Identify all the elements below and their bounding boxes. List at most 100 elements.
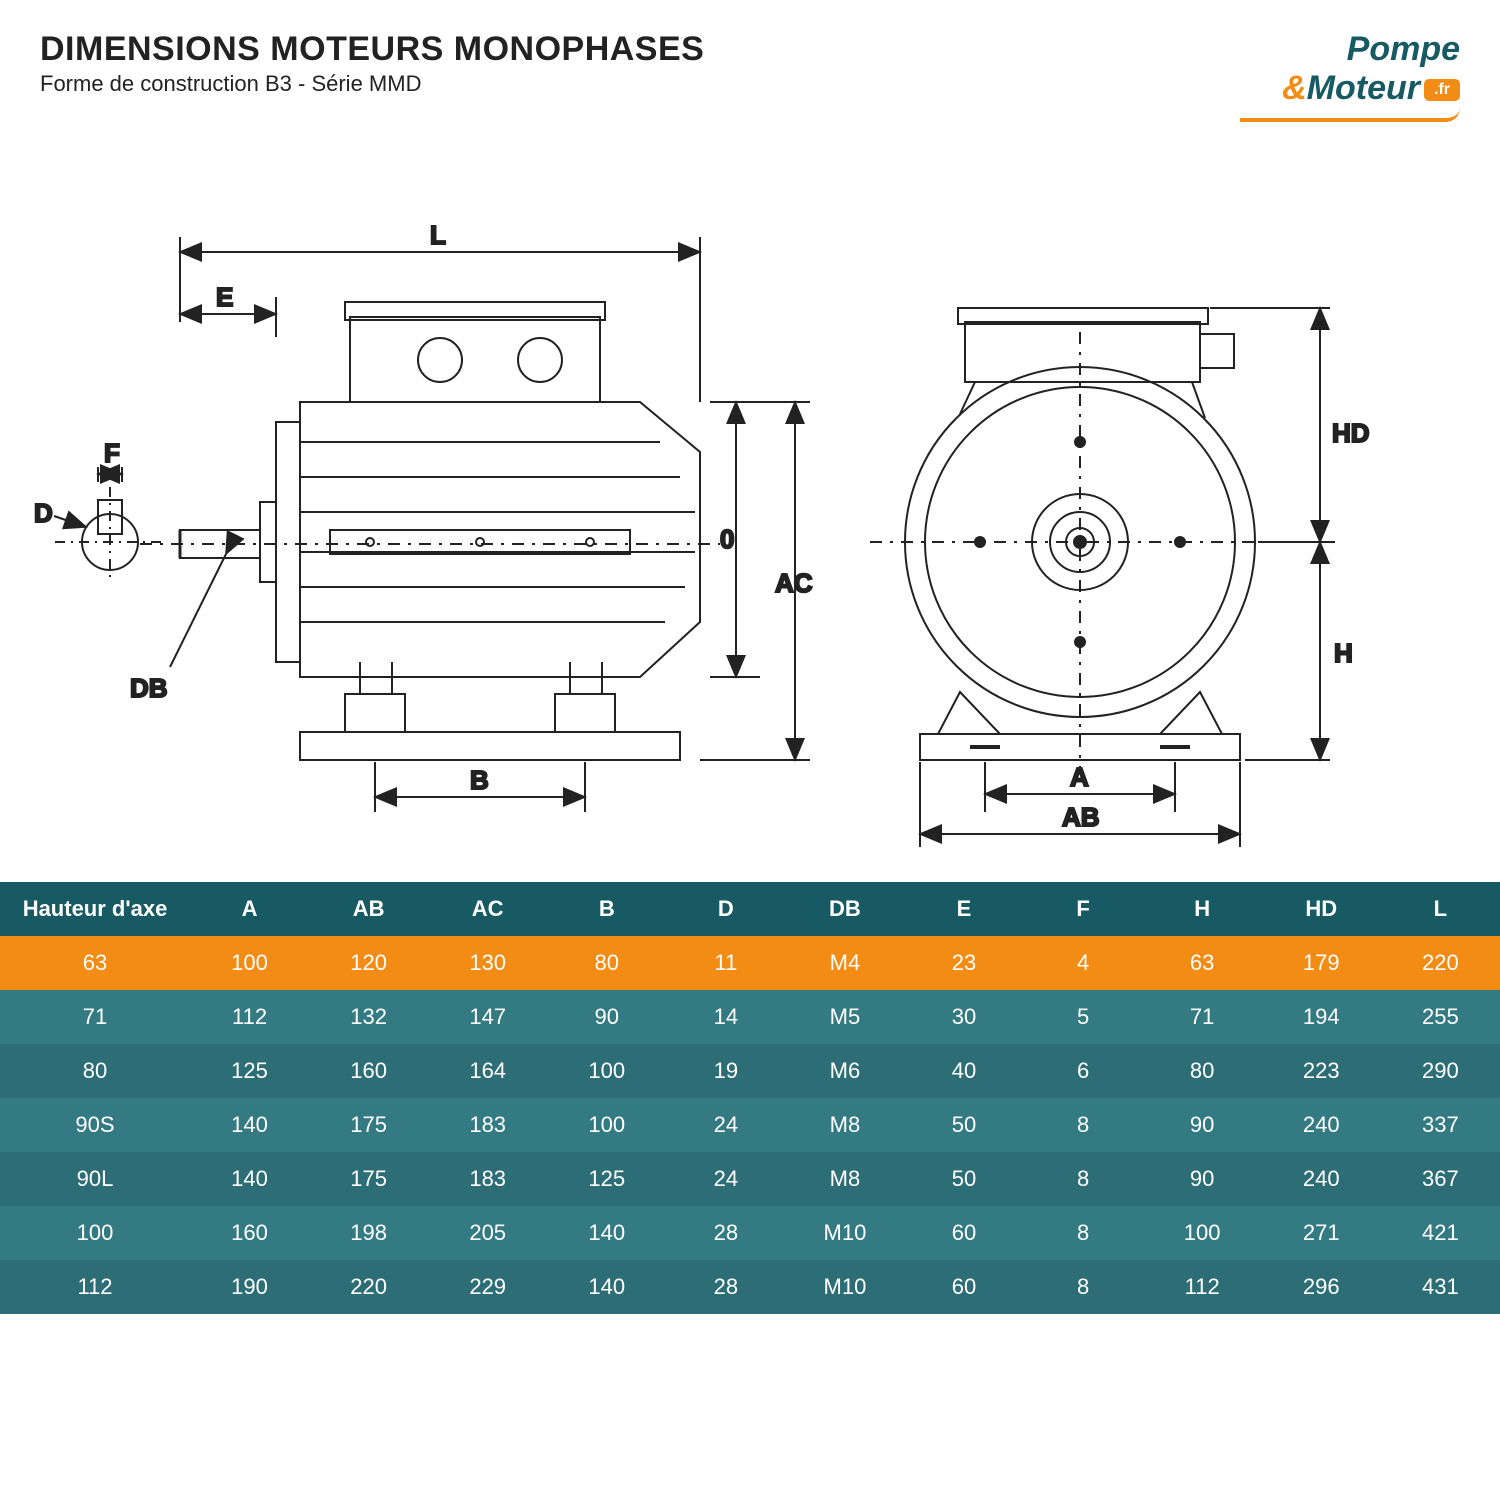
column-header: Hauteur d'axe xyxy=(0,882,190,936)
dim-label-E: E xyxy=(216,282,233,312)
table-cell: 71 xyxy=(0,990,190,1044)
table-row: 10016019820514028M10608100271421 xyxy=(0,1206,1500,1260)
table-cell: 100 xyxy=(0,1206,190,1260)
table-cell: 190 xyxy=(190,1260,309,1314)
table-cell: 30 xyxy=(904,990,1023,1044)
table-cell: 63 xyxy=(0,936,190,990)
table-cell: 130 xyxy=(428,936,547,990)
table-cell: 220 xyxy=(1381,936,1500,990)
table-cell: 140 xyxy=(547,1206,666,1260)
table-cell: M8 xyxy=(785,1152,904,1206)
table-cell: 4 xyxy=(1024,936,1143,990)
title-block: DIMENSIONS MOTEURS MONOPHASES Forme de c… xyxy=(40,30,704,97)
table-cell: 6 xyxy=(1024,1044,1143,1098)
table-cell: M10 xyxy=(785,1260,904,1314)
column-header: H xyxy=(1143,882,1262,936)
table-cell: 179 xyxy=(1262,936,1381,990)
dim-label-B: B xyxy=(470,765,489,795)
table-cell: 112 xyxy=(190,990,309,1044)
table-cell: 175 xyxy=(309,1152,428,1206)
table-cell: 160 xyxy=(190,1206,309,1260)
diagram-svg: F D DB L E B 0 AC xyxy=(0,122,1500,882)
table-row: 631001201308011M423463179220 xyxy=(0,936,1500,990)
dim-label-O: 0 xyxy=(720,524,734,554)
table-cell: 240 xyxy=(1262,1152,1381,1206)
table-cell: 24 xyxy=(666,1098,785,1152)
table-row: 8012516016410019M640680223290 xyxy=(0,1044,1500,1098)
column-header: AB xyxy=(309,882,428,936)
table-cell: 63 xyxy=(1143,936,1262,990)
side-view xyxy=(140,302,720,760)
table-cell: 8 xyxy=(1024,1206,1143,1260)
table-cell: 223 xyxy=(1262,1044,1381,1098)
column-header: HD xyxy=(1262,882,1381,936)
table-cell: 90 xyxy=(1143,1098,1262,1152)
table-cell: 140 xyxy=(190,1098,309,1152)
table-cell: 164 xyxy=(428,1044,547,1098)
table-cell: 8 xyxy=(1024,1152,1143,1206)
table-row: 90S14017518310024M850890240337 xyxy=(0,1098,1500,1152)
table-cell: 140 xyxy=(547,1260,666,1314)
table-cell: 183 xyxy=(428,1098,547,1152)
dim-label-DB: DB xyxy=(130,673,168,703)
table-header: Hauteur d'axeAABACBDDBEFHHDL xyxy=(0,882,1500,936)
column-header: D xyxy=(666,882,785,936)
table-cell: 80 xyxy=(1143,1044,1262,1098)
table-cell: 175 xyxy=(309,1098,428,1152)
table-body: 631001201308011M423463179220711121321479… xyxy=(0,936,1500,1314)
logo-ampersand: & xyxy=(1282,69,1307,107)
table-cell: 271 xyxy=(1262,1206,1381,1260)
table-cell: 205 xyxy=(428,1206,547,1260)
table-cell: 60 xyxy=(904,1206,1023,1260)
technical-diagram: F D DB L E B 0 AC xyxy=(0,122,1500,882)
table-cell: 8 xyxy=(1024,1098,1143,1152)
column-header: E xyxy=(904,882,1023,936)
table-cell: 5 xyxy=(1024,990,1143,1044)
table-cell: 240 xyxy=(1262,1098,1381,1152)
column-header: F xyxy=(1024,882,1143,936)
table-cell: 120 xyxy=(309,936,428,990)
brand-logo: Pompe &Moteur.fr xyxy=(1240,30,1460,122)
table-cell: 140 xyxy=(190,1152,309,1206)
table-cell: 100 xyxy=(547,1044,666,1098)
table-cell: 90 xyxy=(547,990,666,1044)
dim-label-AB: AB xyxy=(1062,802,1100,832)
table-cell: 90 xyxy=(1143,1152,1262,1206)
table-cell: 90S xyxy=(0,1098,190,1152)
dim-label-AC: AC xyxy=(775,568,813,598)
column-header: DB xyxy=(785,882,904,936)
table-cell: 194 xyxy=(1262,990,1381,1044)
table-cell: 28 xyxy=(666,1260,785,1314)
table-cell: 125 xyxy=(547,1152,666,1206)
column-header: L xyxy=(1381,882,1500,936)
table-cell: 23 xyxy=(904,936,1023,990)
logo-line1: Pompe xyxy=(1240,30,1460,69)
table-cell: 112 xyxy=(1143,1260,1262,1314)
table-cell: 24 xyxy=(666,1152,785,1206)
table-cell: 290 xyxy=(1381,1044,1500,1098)
table-row: 11219022022914028M10608112296431 xyxy=(0,1260,1500,1314)
dimensions-table: Hauteur d'axeAABACBDDBEFHHDL 63100120130… xyxy=(0,882,1500,1314)
table-cell: 132 xyxy=(309,990,428,1044)
dimensions-table-wrapper: Hauteur d'axeAABACBDDBEFHHDL 63100120130… xyxy=(0,882,1500,1314)
shaft-key-detail xyxy=(55,487,165,582)
dim-label-L: L xyxy=(430,220,446,250)
table-cell: 229 xyxy=(428,1260,547,1314)
table-cell: M8 xyxy=(785,1098,904,1152)
table-cell: 50 xyxy=(904,1098,1023,1152)
front-view xyxy=(870,308,1300,772)
table-cell: 80 xyxy=(0,1044,190,1098)
column-header: A xyxy=(190,882,309,936)
dim-label-D: D xyxy=(34,498,53,528)
column-header: B xyxy=(547,882,666,936)
table-cell: 28 xyxy=(666,1206,785,1260)
dim-label-HD: HD xyxy=(1332,418,1370,448)
page-title: DIMENSIONS MOTEURS MONOPHASES xyxy=(40,30,704,69)
logo-word2: Moteur xyxy=(1307,69,1420,107)
table-row: 711121321479014M530571194255 xyxy=(0,990,1500,1044)
table-cell: 431 xyxy=(1381,1260,1500,1314)
table-cell: 112 xyxy=(0,1260,190,1314)
table-cell: 14 xyxy=(666,990,785,1044)
table-cell: 90L xyxy=(0,1152,190,1206)
table-cell: 100 xyxy=(190,936,309,990)
